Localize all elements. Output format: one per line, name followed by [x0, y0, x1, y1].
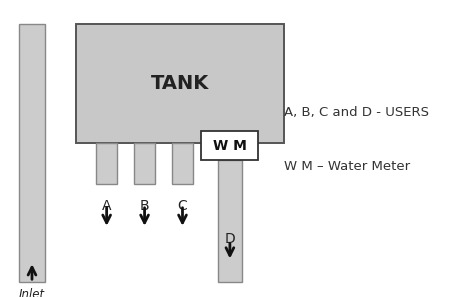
Text: TANK: TANK: [151, 74, 209, 93]
Text: W M: W M: [213, 138, 247, 153]
Bar: [218, 160, 242, 282]
Text: Inlet: Inlet: [19, 288, 45, 297]
Text: B: B: [140, 199, 149, 213]
Bar: [201, 131, 258, 160]
Bar: [96, 143, 117, 184]
Text: A, B, C and D - USERS: A, B, C and D - USERS: [284, 106, 429, 119]
Text: A: A: [102, 199, 111, 213]
Text: C: C: [178, 199, 187, 213]
Bar: [76, 24, 284, 143]
Bar: [134, 143, 155, 184]
Text: D: D: [225, 232, 235, 246]
Bar: [218, 131, 242, 143]
Text: W M – Water Meter: W M – Water Meter: [284, 160, 410, 173]
Bar: [172, 143, 193, 184]
Bar: [19, 24, 45, 282]
